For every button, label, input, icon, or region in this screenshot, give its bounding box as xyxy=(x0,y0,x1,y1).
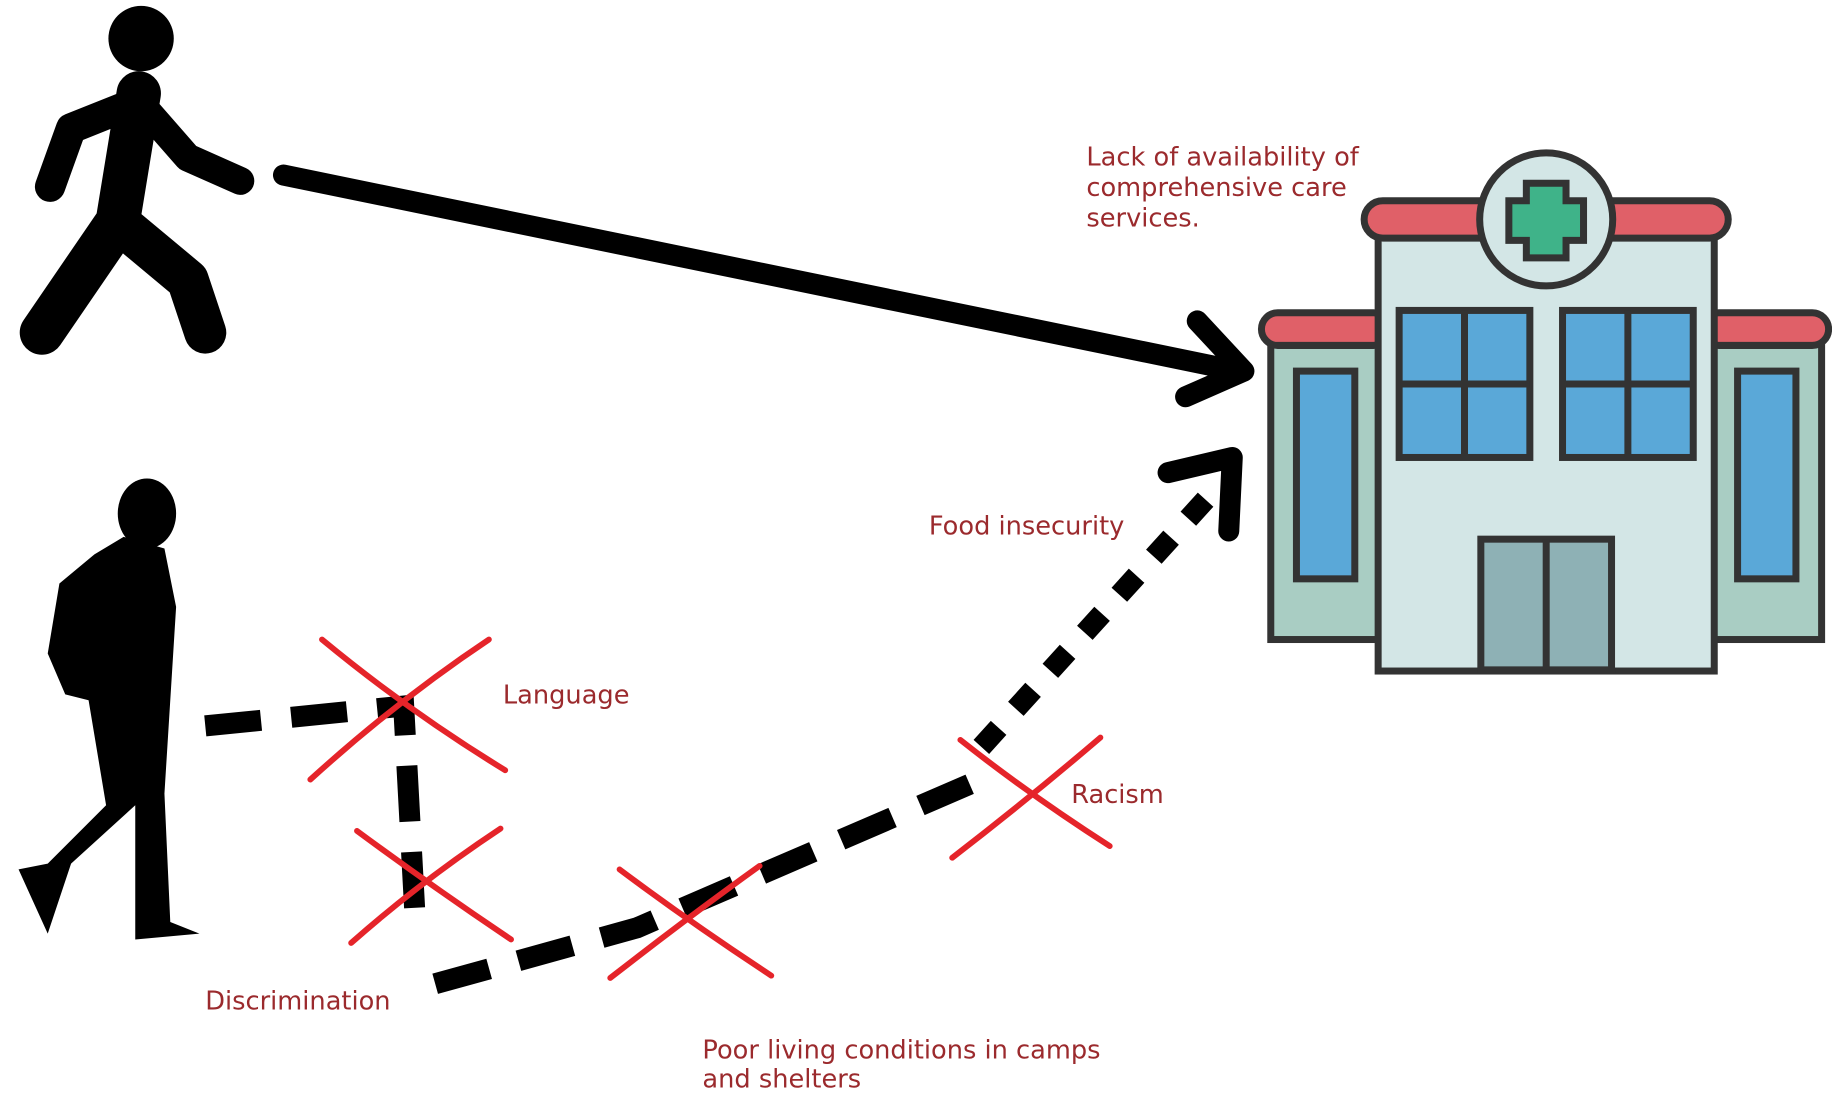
care-services-line: services. xyxy=(1086,203,1199,233)
diagram: Lack of availability of comprehensive ca… xyxy=(0,0,1832,1097)
living-conditions-line: Poor living conditions in camps xyxy=(702,1035,1100,1065)
food-insecurity-label: Food insecurity xyxy=(929,511,1125,541)
racism-label: Racism xyxy=(1071,780,1164,810)
backpacker-silhouette xyxy=(19,478,200,939)
hospital xyxy=(1261,153,1828,671)
living-conditions-line: and shelters xyxy=(702,1065,861,1095)
language-label: Language xyxy=(503,681,630,711)
care-services-line: comprehensive care xyxy=(1086,173,1346,203)
care-services-line: Lack of availability of xyxy=(1086,143,1359,173)
walking-person xyxy=(42,6,240,333)
discrimination-label: Discrimination xyxy=(205,986,390,1016)
barrier-crosses xyxy=(310,640,1109,978)
